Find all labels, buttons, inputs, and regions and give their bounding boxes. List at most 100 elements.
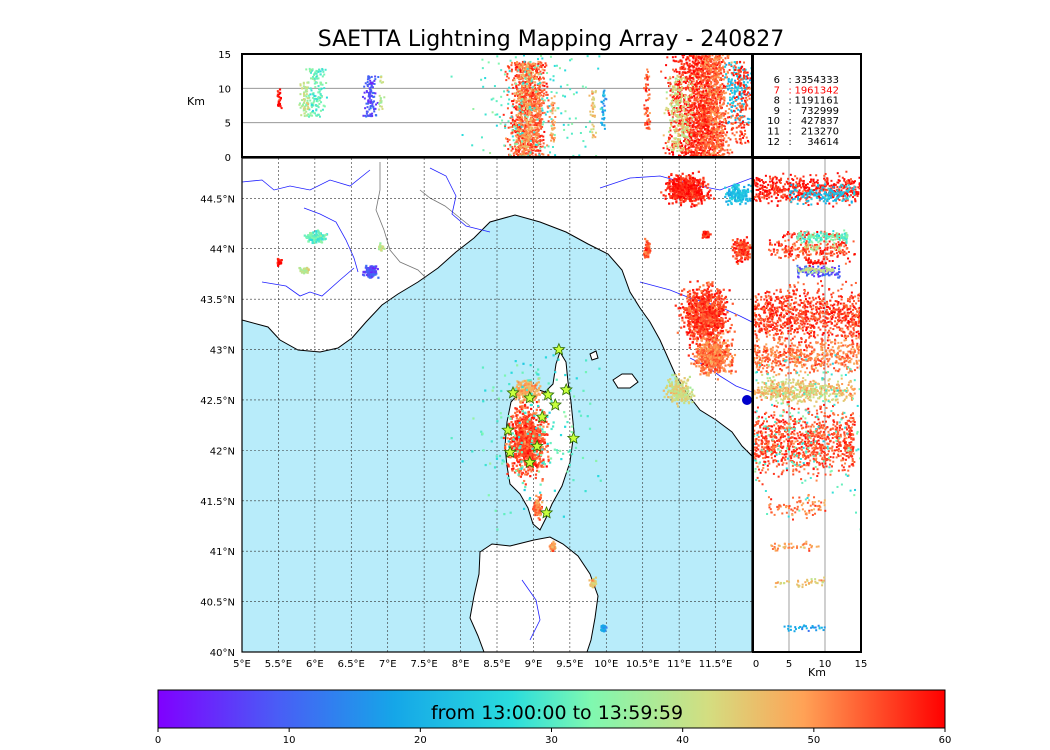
- lightning-source: [538, 458, 542, 461]
- lightning-source: [521, 406, 524, 410]
- lightning-source: [527, 437, 530, 440]
- altitude-source: [541, 145, 544, 148]
- lightning-source: [365, 264, 368, 267]
- lightning-source: [714, 358, 717, 361]
- lightning-source: [530, 416, 533, 419]
- lightning-source: [524, 422, 527, 425]
- lightning-source: [721, 357, 725, 360]
- lightning-source: [697, 191, 700, 194]
- lightning-source: [689, 185, 692, 188]
- altitude-source: [540, 64, 543, 67]
- altitude-source: [546, 105, 549, 108]
- lightning-source: [598, 367, 601, 370]
- lightning-source: [521, 434, 525, 437]
- lightning-source: [722, 305, 725, 308]
- altitude-source: [527, 74, 530, 77]
- lightning-source: [322, 236, 325, 239]
- lightning-source: [699, 353, 702, 356]
- lightning-source: [300, 271, 304, 274]
- lightning-source: [732, 184, 735, 187]
- lightning-source: [721, 322, 724, 325]
- lightning-source: [537, 505, 540, 509]
- lightning-source: [367, 275, 370, 278]
- lightning-source: [685, 192, 689, 196]
- lightning-source: [704, 361, 707, 364]
- lightning-source: [551, 425, 555, 428]
- lightning-source: [533, 450, 536, 453]
- altitude-source: [538, 91, 541, 94]
- lightning-source: [675, 394, 678, 397]
- lightning-source: [308, 234, 311, 237]
- lightning-source: [522, 412, 525, 415]
- altitude-source: [506, 72, 509, 75]
- lightning-source: [472, 417, 475, 420]
- lightning-source: [685, 175, 688, 178]
- lightning-source: [700, 322, 703, 325]
- lightning-source: [701, 370, 704, 373]
- lightning-source: [744, 189, 747, 192]
- lightning-source: [546, 444, 549, 447]
- lightning-source: [695, 348, 698, 351]
- altitude-source: [542, 135, 545, 138]
- lightning-source: [703, 324, 706, 327]
- lightning-source: [745, 236, 749, 239]
- lightning-source: [703, 235, 707, 238]
- lightning-source: [706, 287, 709, 291]
- lightning-source: [664, 386, 668, 390]
- lightning-source: [383, 247, 386, 250]
- lightning-source: [710, 289, 713, 292]
- lightning-source: [694, 199, 697, 202]
- lightning-source: [516, 410, 519, 413]
- lightning-source: [533, 386, 537, 389]
- lightning-source: [321, 234, 325, 237]
- lightning-source: [523, 425, 526, 429]
- lightning-source: [713, 295, 717, 298]
- lightning-source: [711, 351, 714, 354]
- lightning-source: [692, 308, 695, 311]
- lightning-source: [572, 395, 576, 398]
- lightning-source: [706, 235, 710, 238]
- lightning-source: [742, 191, 746, 194]
- lightning-source: [706, 302, 709, 306]
- lightning-source: [707, 342, 711, 345]
- lightning-source: [702, 372, 705, 375]
- lightning-source: [532, 423, 535, 426]
- lightning-source: [728, 317, 731, 320]
- lightning-source: [519, 389, 522, 392]
- altitude-source: [511, 147, 514, 150]
- lightning-source: [648, 245, 651, 248]
- lightning-source: [511, 423, 514, 426]
- lightning-source: [533, 430, 536, 434]
- lightning-source: [507, 465, 510, 468]
- altitude-source: [543, 81, 546, 84]
- lightning-source: [688, 326, 691, 329]
- lightning-source: [520, 381, 523, 384]
- lightning-source: [533, 427, 536, 431]
- lightning-source: [695, 315, 698, 318]
- lightning-source: [487, 494, 490, 497]
- lightning-source: [518, 421, 521, 424]
- lightning-source: [741, 250, 744, 253]
- lightning-source: [669, 391, 673, 394]
- lightning-source: [534, 463, 537, 466]
- lightning-source: [687, 313, 690, 317]
- lightning-source: [538, 393, 541, 396]
- altitude-source: [504, 125, 507, 128]
- lightning-source: [726, 355, 730, 358]
- lightning-source: [694, 188, 697, 192]
- lightning-source: [542, 458, 545, 461]
- altitude-source: [547, 154, 550, 157]
- lightning-source: [688, 375, 691, 379]
- lightning-source: [366, 269, 369, 273]
- lightning-source: [691, 297, 694, 300]
- lightning-source: [516, 438, 519, 441]
- lightning-source: [725, 357, 729, 361]
- lightning-source: [718, 351, 721, 354]
- lightning-source: [699, 189, 702, 192]
- lightning-source: [524, 389, 527, 392]
- lightning-source: [747, 247, 750, 250]
- lightning-source: [569, 389, 572, 392]
- lightning-source: [722, 321, 726, 324]
- lightning-source: [532, 458, 535, 461]
- lightning-source: [721, 342, 724, 345]
